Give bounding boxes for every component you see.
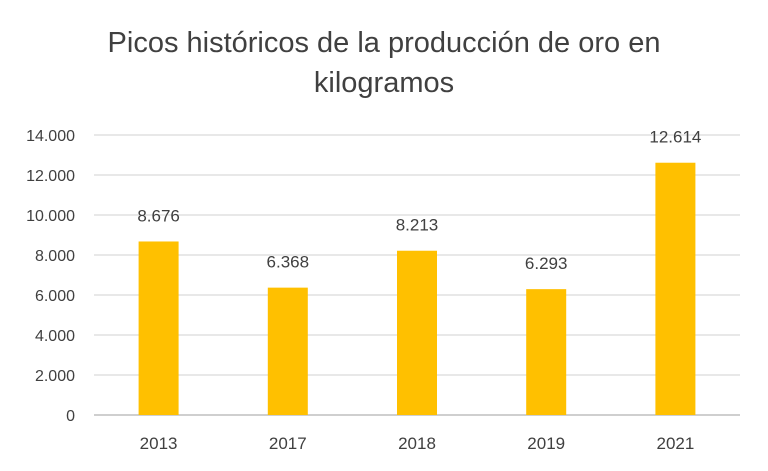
bars [138,162,696,415]
y-tick-label: 8.000 [35,248,75,265]
y-tick-label: 6.000 [35,288,75,305]
bar [138,241,179,415]
y-tick-label: 10.000 [26,208,75,225]
data-label: 8.213 [396,216,439,235]
bar [526,289,567,415]
data-label: 12.614 [649,128,701,147]
x-tick-label: 2018 [398,434,436,453]
bar [267,287,308,415]
y-tick-label: 2.000 [35,368,75,385]
x-tick-label: 2019 [527,434,565,453]
x-tick-label: 2021 [656,434,694,453]
x-tick-label: 2017 [269,434,307,453]
x-axis-tick-labels: 2013 2017 2018 2019 2021 [140,434,695,453]
chart-title: Picos históricos de la producción de oro… [108,27,661,99]
y-tick-label: 14.000 [26,128,75,145]
x-tick-label: 2013 [140,434,178,453]
chart-title-line-1: Picos históricos de la producción de oro… [108,27,661,59]
y-tick-label: 0 [66,408,75,425]
bar [397,250,437,415]
data-labels: 8.676 6.368 8.213 6.293 12.614 [137,128,701,273]
data-label: 6.293 [525,254,568,273]
y-tick-label: 4.000 [35,328,75,345]
data-label: 8.676 [137,206,180,225]
data-label: 6.368 [267,253,310,272]
y-axis-tick-labels: 0 2.000 4.000 6.000 8.000 10.000 12.000 14.000 [26,128,75,425]
bar [655,162,696,415]
y-tick-label: 12.000 [26,168,75,185]
chart-title-line-2: kilogramos [314,67,454,99]
